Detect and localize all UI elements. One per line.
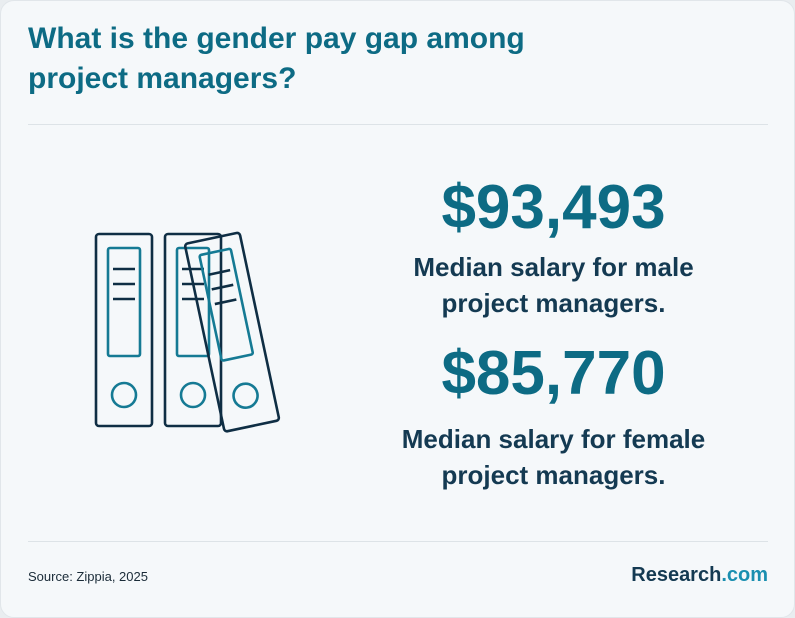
top-divider: [28, 124, 768, 125]
male-salary-stat: $93,493 Median salary for male project m…: [381, 173, 726, 321]
brand-suffix: .com: [721, 564, 768, 586]
brand-logo: Research.com: [631, 564, 768, 587]
male-salary-label: Median salary for male project managers.: [413, 252, 694, 318]
female-salary-label: Median salary for female project manager…: [401, 424, 706, 490]
binder-tilted: [183, 231, 281, 433]
binders-icon: [94, 231, 281, 433]
binder-middle: [163, 232, 223, 428]
bottom-divider: [28, 541, 768, 542]
female-salary-stat: $85,770 Median salary for female project…: [381, 339, 726, 493]
binder-left: [94, 232, 154, 428]
source-note: Source: Zippia, 2025: [28, 569, 148, 584]
brand-main: Research: [631, 564, 722, 586]
female-salary-value: $85,770: [441, 339, 666, 408]
page-title: What is the gender pay gap among project…: [28, 22, 525, 95]
male-salary-value: $93,493: [441, 173, 666, 242]
